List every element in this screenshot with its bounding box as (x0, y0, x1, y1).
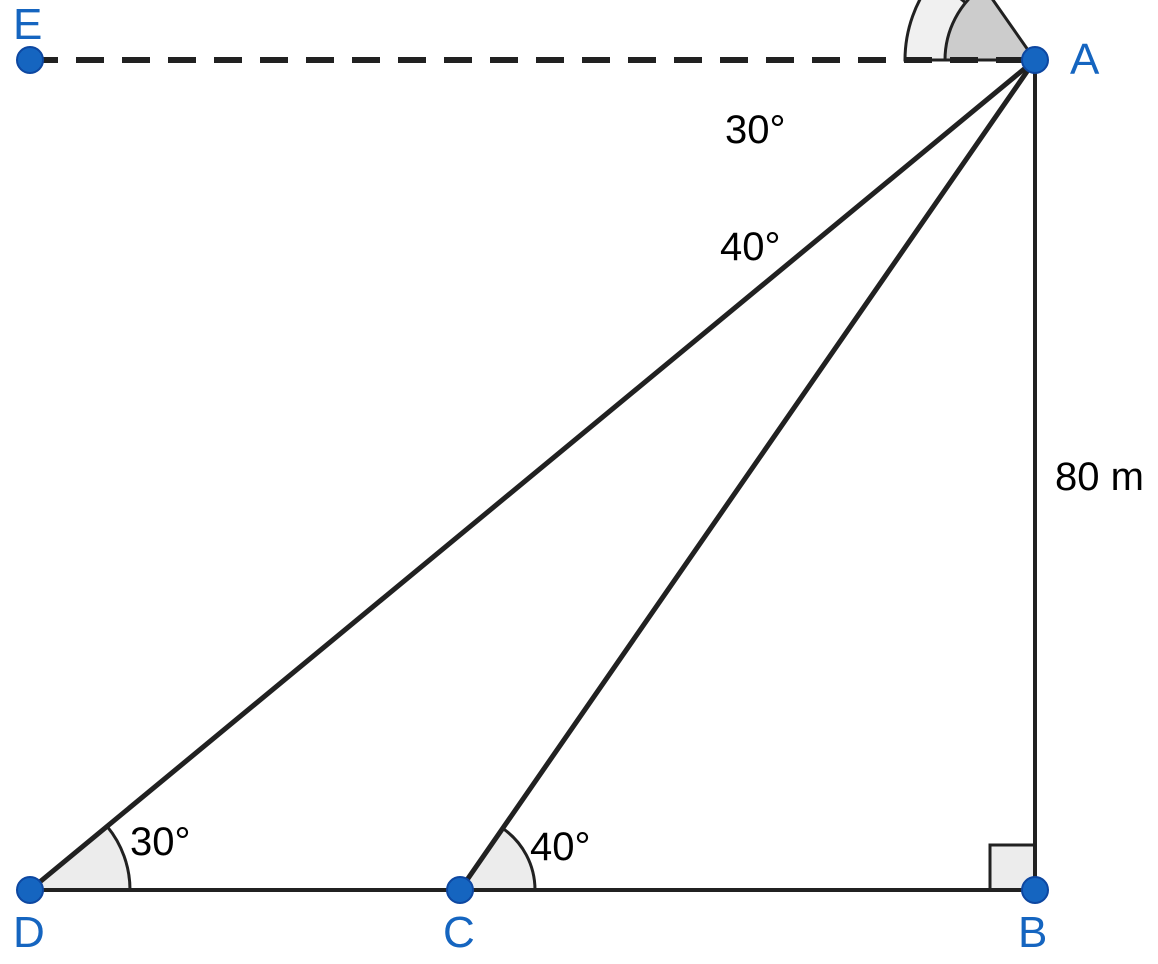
point-label-e: E (13, 0, 42, 50)
angle-label-40-top: 40° (720, 225, 781, 270)
point-label-c: C (443, 908, 475, 958)
point-label-b: B (1018, 908, 1047, 958)
angle-label-30-bottom: 30° (130, 820, 191, 865)
angle-label-40-bottom: 40° (530, 825, 591, 870)
point-label-a: A (1070, 35, 1099, 85)
side-label-ab: 80 m (1055, 455, 1144, 500)
angle-label-30-top: 30° (725, 108, 786, 153)
point-label-d: D (13, 908, 45, 958)
